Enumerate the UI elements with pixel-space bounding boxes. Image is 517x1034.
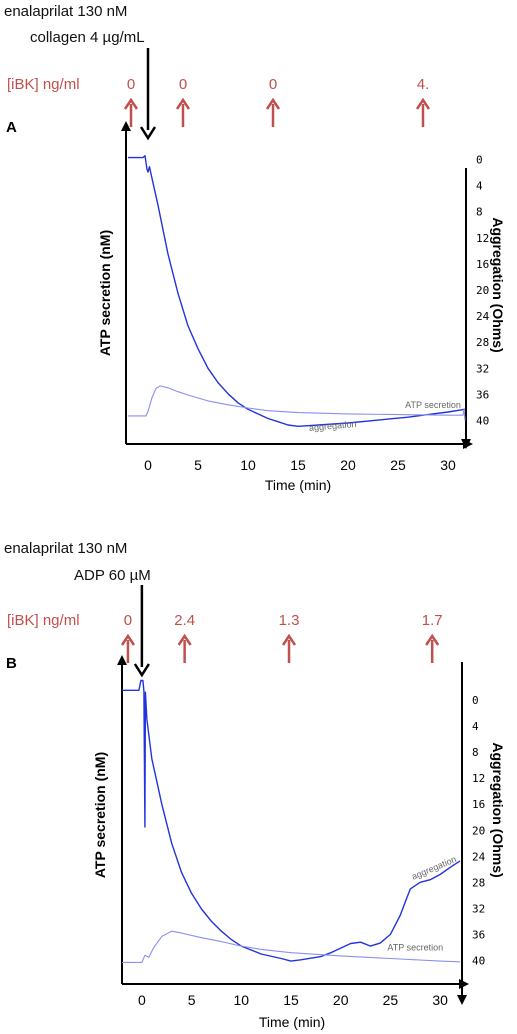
panel-a-ytick-label: 24 bbox=[476, 310, 490, 323]
panel-a-ytick-label: 4 bbox=[476, 180, 483, 193]
panel-b-ytick-label: 24 bbox=[472, 850, 486, 863]
panel-b-ytick-label: 16 bbox=[472, 798, 485, 811]
panel-b-ylabel-right: Aggregation (Ohms) bbox=[490, 742, 506, 877]
panel-a-ibk-value: 4. bbox=[417, 76, 430, 93]
panel-b-ibk-value: 1.7 bbox=[422, 612, 443, 629]
panel-b-xtick-label: 30 bbox=[432, 992, 448, 1008]
panel-a-ibk-arrow-head bbox=[265, 97, 281, 110]
panel-b-ibk-label: [iBK] ng/ml bbox=[7, 612, 80, 629]
panel-b-ytick-label: 12 bbox=[472, 772, 485, 785]
panel-b-ibk-arrow-head bbox=[120, 633, 136, 646]
panel-b-ibk-arrow-head bbox=[177, 633, 192, 646]
panel-a-ibk-arrow-head bbox=[175, 97, 191, 110]
panel-b: enalaprilat 130 nM ADP 60 µM [iBK] ng/ml… bbox=[4, 540, 506, 1030]
panel-a-ylabel-right: Aggregation (Ohms) bbox=[490, 217, 506, 352]
panel-a-xtick-label: 25 bbox=[390, 457, 406, 473]
panel-b-annotation-atp-secretion: ATP secretion bbox=[387, 943, 443, 953]
panel-b-xtick-label: 0 bbox=[138, 992, 146, 1008]
panel-a-series-aggregation bbox=[128, 155, 466, 427]
panel-a-xtick-label: 15 bbox=[290, 457, 306, 473]
panel-a-xtick-label: 30 bbox=[440, 457, 456, 473]
panel-b-ytick-label: 8 bbox=[472, 746, 479, 759]
panel-a-series-atp-secretion bbox=[128, 385, 466, 421]
panel-b-ytick-label: 40 bbox=[472, 954, 485, 967]
panel-a-ytick-label: 20 bbox=[476, 284, 489, 297]
panel-b-agent-1: enalaprilat 130 nM bbox=[4, 540, 127, 557]
panel-b-ytick-label: 20 bbox=[472, 824, 485, 837]
panel-a-ytick-label: 0 bbox=[476, 154, 483, 167]
panel-a-annotation-aggregation: aggregation bbox=[309, 419, 357, 433]
panel-b-ytick-label: 4 bbox=[472, 720, 479, 733]
panel-a-ytick-label: 32 bbox=[476, 362, 489, 375]
panel-a-ytick-label: 12 bbox=[476, 232, 489, 245]
panel-b-xtick-label: 20 bbox=[333, 992, 349, 1008]
panel-a-ytick-label: 8 bbox=[476, 206, 483, 219]
panel-a-ibk-label: [iBK] ng/ml bbox=[7, 76, 80, 93]
panel-a-ibk-arrow-head bbox=[415, 97, 431, 110]
panel-a-ytick-label: 40 bbox=[476, 414, 489, 427]
panel-b-ibk-value: 0 bbox=[124, 612, 132, 629]
panel-a-xtick-label: 5 bbox=[194, 457, 202, 473]
panel-b-ibk-value: 2.4 bbox=[174, 612, 195, 629]
panel-b-xtick-label: 5 bbox=[188, 992, 196, 1008]
panel-b-ibk-value: 1.3 bbox=[279, 612, 300, 629]
panel-a-annotation-atp-secretion: ATP secretion bbox=[405, 400, 461, 410]
panel-b-xtick-label: 15 bbox=[283, 992, 299, 1008]
panel-b-ytick-label: 36 bbox=[472, 928, 485, 941]
panel-b-ytick-label: 0 bbox=[472, 694, 479, 707]
panel-a-xtick-label: 10 bbox=[240, 457, 256, 473]
panel-a-xtick-label: 20 bbox=[340, 457, 356, 473]
panel-b-letter: B bbox=[6, 655, 17, 672]
panel-a-ytick-label: 16 bbox=[476, 258, 489, 271]
panel-a-xtick-label: 0 bbox=[144, 457, 152, 473]
panel-a-agonist-arrow-head bbox=[139, 126, 157, 141]
panel-b-agonist-arrow-head bbox=[133, 663, 150, 678]
panel-b-xlabel: Time (min) bbox=[259, 1014, 325, 1030]
panel-a-ylabel-left: ATP secretion (nM) bbox=[97, 230, 113, 356]
panel-a: enalaprilat 130 nM collagen 4 µg/mL [iBK… bbox=[4, 3, 506, 493]
panel-a-agent-1: enalaprilat 130 nM bbox=[4, 3, 127, 20]
panel-b-xtick-label: 25 bbox=[383, 992, 399, 1008]
panel-b-ibk-arrow-head bbox=[281, 633, 297, 646]
panel-b-xtick-label: 10 bbox=[234, 992, 250, 1008]
panel-a-ibk-value: 0 bbox=[179, 76, 187, 93]
panel-b-series-aggregation bbox=[122, 679, 461, 962]
panel-b-ytick-label: 28 bbox=[472, 876, 485, 889]
panel-b-ylabel-left: ATP secretion (nM) bbox=[92, 752, 108, 878]
panel-a-ibk-arrow-head bbox=[123, 97, 139, 110]
panel-a-ytick-label: 36 bbox=[476, 388, 489, 401]
panel-b-ytick-label: 32 bbox=[472, 902, 485, 915]
panel-a-ibk-value: 0 bbox=[269, 76, 277, 93]
panel-a-ytick-label: 28 bbox=[476, 336, 489, 349]
panel-a-ibk-value: 0 bbox=[127, 76, 135, 93]
panel-a-letter: A bbox=[6, 119, 17, 136]
panel-b-agent-2: ADP 60 µM bbox=[74, 567, 151, 584]
panel-b-ibk-arrow-head bbox=[425, 633, 440, 646]
panel-a-xlabel: Time (min) bbox=[265, 477, 331, 493]
panel-a-agent-2: collagen 4 µg/mL bbox=[30, 29, 145, 46]
panel-b-series-atp-secretion bbox=[122, 930, 461, 963]
